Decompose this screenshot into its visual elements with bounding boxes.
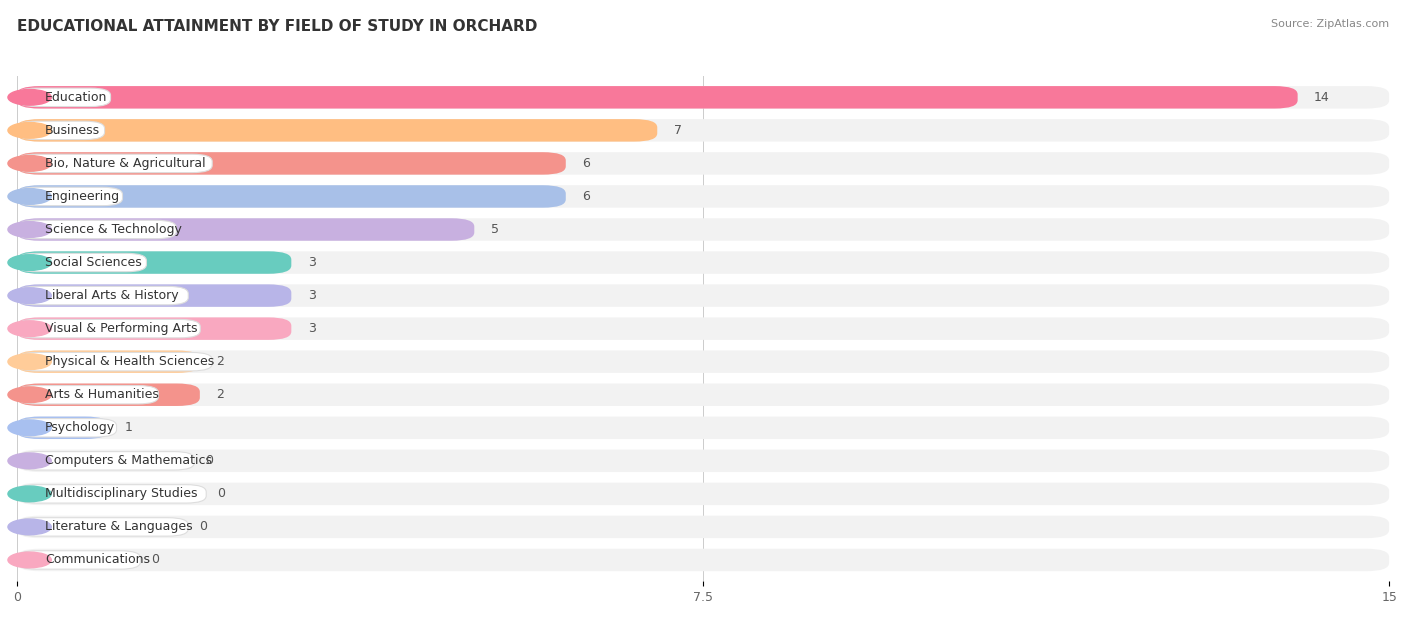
FancyBboxPatch shape xyxy=(17,119,1389,142)
Circle shape xyxy=(8,123,51,138)
FancyBboxPatch shape xyxy=(17,218,474,241)
Text: 0: 0 xyxy=(152,554,159,566)
Circle shape xyxy=(8,354,51,370)
FancyBboxPatch shape xyxy=(17,416,108,439)
Text: Arts & Humanities: Arts & Humanities xyxy=(45,388,159,401)
FancyBboxPatch shape xyxy=(17,185,565,208)
Text: Science & Technology: Science & Technology xyxy=(45,223,181,236)
Text: 0: 0 xyxy=(205,454,214,467)
FancyBboxPatch shape xyxy=(17,284,1389,307)
FancyBboxPatch shape xyxy=(17,351,1389,373)
FancyBboxPatch shape xyxy=(17,152,565,174)
Circle shape xyxy=(8,288,51,303)
FancyBboxPatch shape xyxy=(17,518,188,536)
Text: Education: Education xyxy=(45,91,107,104)
Text: Computers & Mathematics: Computers & Mathematics xyxy=(45,454,212,467)
Circle shape xyxy=(8,90,51,105)
Circle shape xyxy=(8,486,51,502)
Text: 3: 3 xyxy=(308,322,316,335)
FancyBboxPatch shape xyxy=(17,483,1389,505)
FancyBboxPatch shape xyxy=(17,353,212,371)
FancyBboxPatch shape xyxy=(17,88,111,107)
FancyBboxPatch shape xyxy=(17,284,291,307)
Text: 1: 1 xyxy=(125,422,132,434)
Text: 7: 7 xyxy=(673,124,682,137)
FancyBboxPatch shape xyxy=(17,317,1389,340)
FancyBboxPatch shape xyxy=(17,121,104,140)
FancyBboxPatch shape xyxy=(17,384,1389,406)
FancyBboxPatch shape xyxy=(17,221,176,239)
Text: Physical & Health Sciences: Physical & Health Sciences xyxy=(45,355,214,368)
FancyBboxPatch shape xyxy=(17,449,1389,472)
Text: 14: 14 xyxy=(1315,91,1330,104)
Text: Psychology: Psychology xyxy=(45,422,115,434)
FancyBboxPatch shape xyxy=(17,86,1298,109)
Text: Social Sciences: Social Sciences xyxy=(45,256,142,269)
Circle shape xyxy=(8,155,51,171)
Circle shape xyxy=(8,453,51,469)
Circle shape xyxy=(8,188,51,204)
Circle shape xyxy=(8,420,51,435)
Text: 5: 5 xyxy=(491,223,499,236)
Text: EDUCATIONAL ATTAINMENT BY FIELD OF STUDY IN ORCHARD: EDUCATIONAL ATTAINMENT BY FIELD OF STUDY… xyxy=(17,19,537,34)
FancyBboxPatch shape xyxy=(17,384,200,406)
FancyBboxPatch shape xyxy=(17,386,159,404)
FancyBboxPatch shape xyxy=(17,550,141,569)
Text: Liberal Arts & History: Liberal Arts & History xyxy=(45,289,179,302)
Text: Engineering: Engineering xyxy=(45,190,120,203)
Text: Source: ZipAtlas.com: Source: ZipAtlas.com xyxy=(1271,19,1389,29)
Text: 0: 0 xyxy=(200,520,207,533)
Text: Multidisciplinary Studies: Multidisciplinary Studies xyxy=(45,487,197,501)
FancyBboxPatch shape xyxy=(17,549,1389,571)
FancyBboxPatch shape xyxy=(17,516,1389,538)
Text: 3: 3 xyxy=(308,256,316,269)
Circle shape xyxy=(8,321,51,336)
Text: Business: Business xyxy=(45,124,100,137)
FancyBboxPatch shape xyxy=(17,319,200,338)
Text: Communications: Communications xyxy=(45,554,150,566)
FancyBboxPatch shape xyxy=(17,152,1389,174)
Text: 6: 6 xyxy=(582,190,591,203)
Text: Bio, Nature & Agricultural: Bio, Nature & Agricultural xyxy=(45,157,205,170)
Text: Literature & Languages: Literature & Languages xyxy=(45,520,193,533)
Circle shape xyxy=(8,387,51,403)
FancyBboxPatch shape xyxy=(17,317,291,340)
FancyBboxPatch shape xyxy=(17,154,212,173)
FancyBboxPatch shape xyxy=(17,452,194,470)
Text: 0: 0 xyxy=(217,487,225,501)
Text: Visual & Performing Arts: Visual & Performing Arts xyxy=(45,322,197,335)
Circle shape xyxy=(8,519,51,535)
FancyBboxPatch shape xyxy=(17,187,122,205)
FancyBboxPatch shape xyxy=(17,418,117,437)
FancyBboxPatch shape xyxy=(17,416,1389,439)
Circle shape xyxy=(8,552,51,568)
FancyBboxPatch shape xyxy=(17,351,200,373)
FancyBboxPatch shape xyxy=(17,218,1389,241)
FancyBboxPatch shape xyxy=(17,485,207,503)
Text: 2: 2 xyxy=(217,355,224,368)
Text: 6: 6 xyxy=(582,157,591,170)
FancyBboxPatch shape xyxy=(17,86,1389,109)
Text: 3: 3 xyxy=(308,289,316,302)
FancyBboxPatch shape xyxy=(17,286,188,305)
Circle shape xyxy=(8,222,51,238)
FancyBboxPatch shape xyxy=(17,253,146,272)
FancyBboxPatch shape xyxy=(17,252,1389,274)
FancyBboxPatch shape xyxy=(17,185,1389,208)
Text: 2: 2 xyxy=(217,388,224,401)
FancyBboxPatch shape xyxy=(17,252,291,274)
Circle shape xyxy=(8,255,51,270)
FancyBboxPatch shape xyxy=(17,119,657,142)
